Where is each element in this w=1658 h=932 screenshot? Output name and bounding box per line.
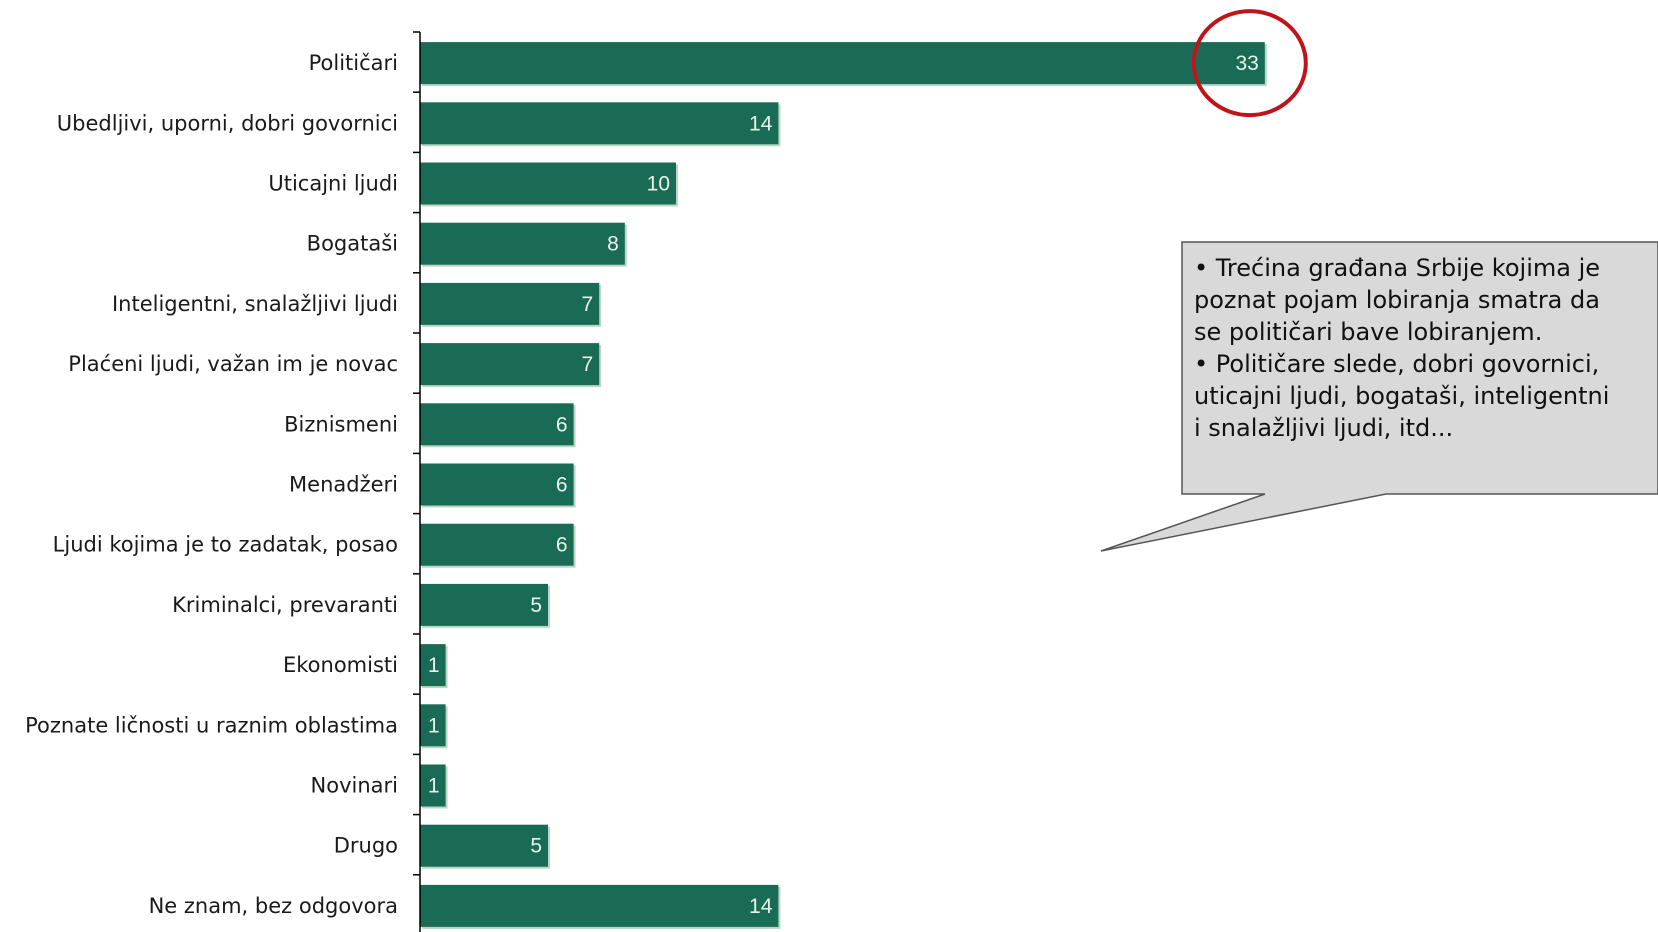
data-label: 33 xyxy=(1235,52,1258,75)
data-label: 6 xyxy=(556,413,568,436)
category-labels: Političari Ubedljivi, uporni, dobri govor… xyxy=(25,51,398,918)
category-label: Uticajni ljudi xyxy=(268,172,398,196)
y-axis xyxy=(413,31,421,932)
category-label: Bogataši xyxy=(307,232,398,256)
category-label: Političari xyxy=(309,51,398,75)
bar xyxy=(420,222,625,265)
bar xyxy=(420,403,574,446)
bars-layer xyxy=(420,42,1267,929)
category-label: Ne znam, bez odgovora xyxy=(149,894,398,918)
callout-line: • Trećina građana Srbije kojima je xyxy=(1194,254,1601,282)
callout-line: i snalažljivi ljudi, itd... xyxy=(1194,414,1454,442)
callout-line: • Političare slede, dobri govornici, xyxy=(1194,350,1600,378)
highlight-circle xyxy=(1191,9,1308,118)
bar xyxy=(420,884,779,927)
bar xyxy=(420,704,446,747)
data-label: 1 xyxy=(428,714,440,737)
category-label: Inteligentni, snalažljivi ljudi xyxy=(112,292,398,316)
data-label: 1 xyxy=(428,654,440,677)
data-label: 10 xyxy=(647,173,670,196)
callout-line: uticajni ljudi, bogataši, inteligentni xyxy=(1194,382,1610,410)
bar xyxy=(420,764,446,807)
category-label: Novinari xyxy=(311,774,398,798)
callout-line: se političari bave lobiranjem. xyxy=(1194,318,1543,346)
callout-text: • Trećina građana Srbije kojima je pozna… xyxy=(1182,242,1652,494)
bar xyxy=(420,42,1265,85)
category-label: Ubedljivi, uporni, dobri govornici xyxy=(57,111,398,135)
category-label: Poznate ličnosti u raznim oblastima xyxy=(25,713,398,737)
data-label: 5 xyxy=(530,835,542,858)
data-labels: 33 14 10 8 7 7 6 6 6 5 1 1 1 5 14 xyxy=(428,52,1259,918)
data-label: 5 xyxy=(530,594,542,617)
data-label: 14 xyxy=(749,895,773,918)
category-label: Drugo xyxy=(334,834,398,858)
category-label: Ljudi kojima je to zadatak, posao xyxy=(53,533,398,557)
bar xyxy=(420,523,574,566)
bar xyxy=(420,463,574,506)
data-label: 7 xyxy=(582,353,594,376)
category-label: Biznismeni xyxy=(284,412,398,436)
data-label: 7 xyxy=(582,293,594,316)
category-label: Plaćeni ljudi, važan im je novac xyxy=(68,352,398,376)
data-label: 8 xyxy=(607,233,619,256)
bar xyxy=(420,102,779,145)
data-label: 6 xyxy=(556,534,568,557)
category-label: Kriminalci, prevaranti xyxy=(172,593,398,617)
data-label: 6 xyxy=(556,474,568,497)
callout-bubble xyxy=(1100,241,1658,552)
bar xyxy=(420,282,600,325)
category-label: Ekonomisti xyxy=(283,653,398,677)
bar xyxy=(420,162,676,205)
callout-line: poznat pojam lobiranja smatra da xyxy=(1194,286,1600,314)
data-label: 14 xyxy=(749,112,773,135)
data-label: 1 xyxy=(428,775,440,798)
bar xyxy=(420,824,548,867)
bar xyxy=(420,343,600,386)
bar xyxy=(420,644,446,687)
bar xyxy=(420,583,548,626)
category-label: Menadžeri xyxy=(289,473,398,497)
